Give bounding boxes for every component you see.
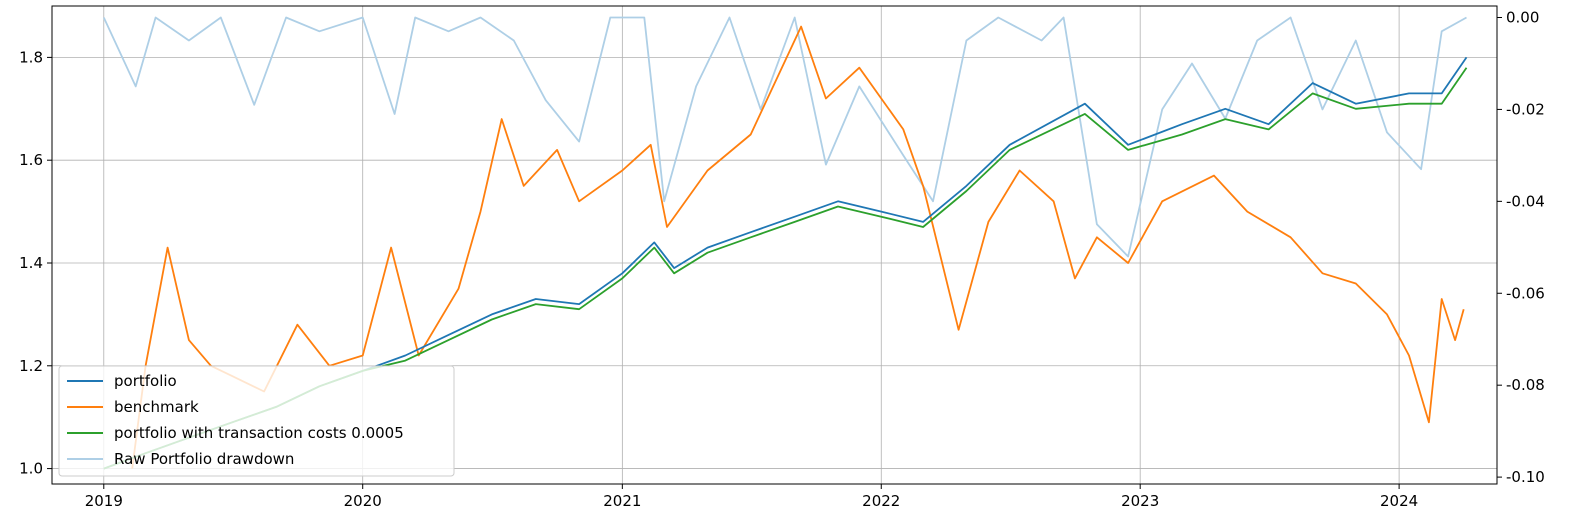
y-right-tick-label: -0.04 bbox=[1506, 192, 1545, 210]
x-tick-label: 2022 bbox=[862, 492, 900, 510]
y-right-tick-label: -0.02 bbox=[1506, 100, 1545, 118]
legend-box bbox=[58, 365, 455, 477]
legend: portfolio benchmark portfolio with transac… bbox=[58, 365, 455, 477]
x-tick-label: 2019 bbox=[85, 492, 123, 510]
plot-frame bbox=[51, 5, 1498, 485]
legend-label: portfolio bbox=[114, 372, 177, 390]
y-right-tick-label: -0.10 bbox=[1506, 468, 1545, 486]
y-left-tick-label: 1.8 bbox=[19, 48, 43, 66]
legend-label: Raw Portfolio drawdown bbox=[114, 450, 294, 468]
axis-layer: 2019 2020 2021 2022 2023 2024 1.0 1.2 1.4 1.6 1.8 0… bbox=[19, 8, 1545, 510]
x-tick-label: 2023 bbox=[1121, 492, 1159, 510]
legend-label: portfolio with transaction costs 0.0005 bbox=[114, 424, 404, 442]
y-right-tick-label: 0.00 bbox=[1506, 8, 1539, 26]
y-left-tick-label: 1.2 bbox=[19, 357, 43, 375]
x-tick-label: 2024 bbox=[1380, 492, 1418, 510]
legend-label: benchmark bbox=[114, 398, 199, 416]
x-tick-label: 2020 bbox=[344, 492, 382, 510]
y-right-tick-label: -0.06 bbox=[1506, 284, 1545, 302]
y-left-tick-label: 1.4 bbox=[19, 254, 43, 272]
y-left-tick-label: 1.0 bbox=[19, 460, 43, 478]
series-line-benchmark bbox=[131, 25, 1465, 469]
y-right-tick-label: -0.08 bbox=[1506, 376, 1545, 394]
series-line-raw-portfolio-drawdown bbox=[102, 16, 1467, 258]
x-tick-label: 2021 bbox=[603, 492, 641, 510]
y-left-tick-label: 1.6 bbox=[19, 151, 43, 169]
